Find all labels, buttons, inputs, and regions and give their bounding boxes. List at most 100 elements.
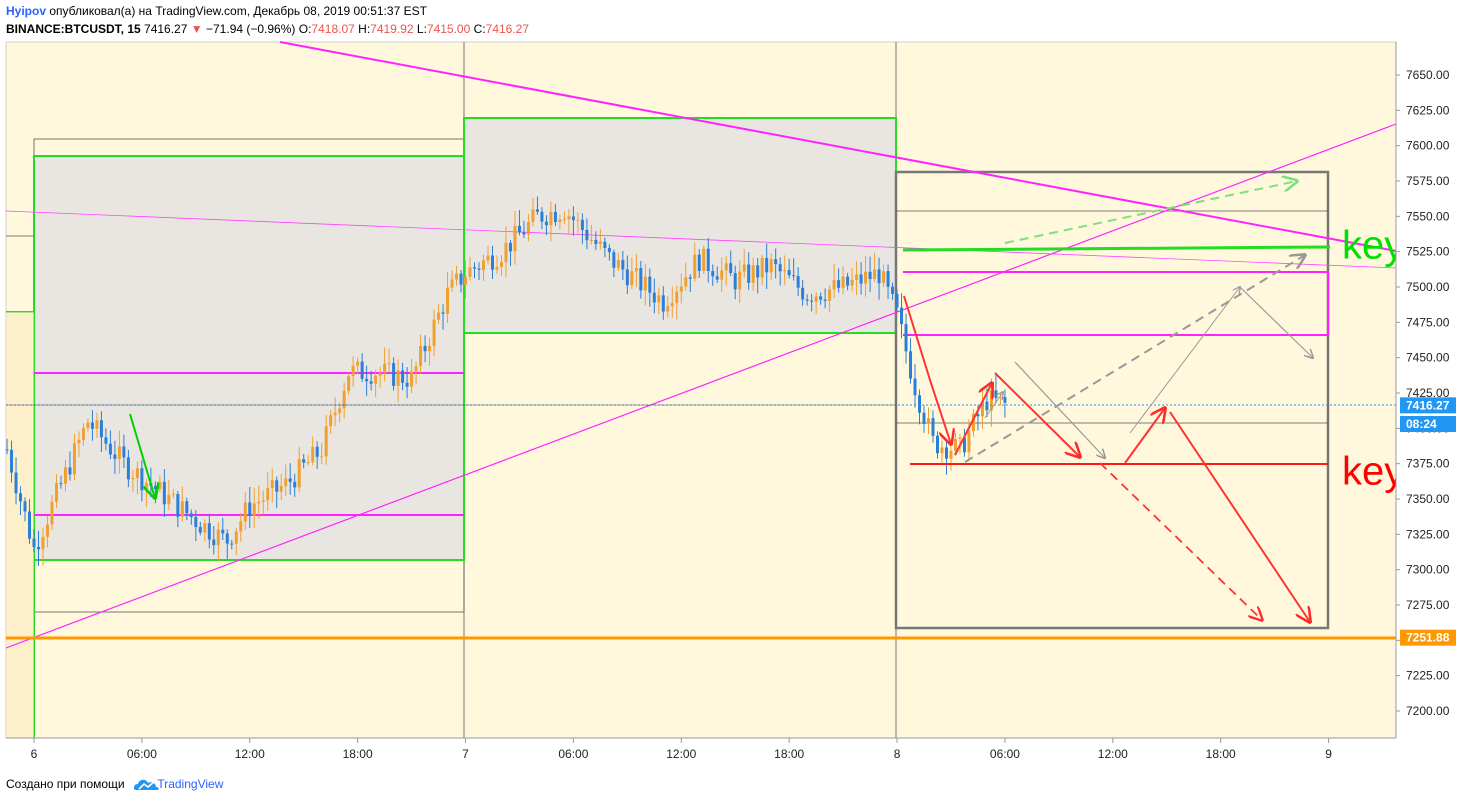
candle: [167, 479, 171, 511]
candle: [23, 497, 27, 522]
candle: [419, 334, 423, 374]
candle: [387, 348, 391, 373]
x-tick-label: 18:00: [1206, 747, 1236, 761]
candle: [661, 286, 665, 320]
publish-info: Hyipov опубликовал(а) на TradingView.com…: [6, 4, 427, 18]
y-tick-label: 7500.00: [1406, 280, 1450, 294]
candle: [108, 430, 112, 460]
candle: [832, 263, 836, 298]
candle: [230, 539, 234, 550]
candle: [729, 250, 733, 277]
candle: [868, 256, 872, 293]
range-box-day-8: [894, 170, 1330, 630]
candle: [14, 457, 18, 505]
candle: [841, 266, 845, 295]
candle: [342, 382, 346, 419]
candle: [446, 271, 450, 323]
candle: [5, 438, 9, 455]
candle: [207, 513, 211, 549]
candle: [549, 201, 553, 242]
last-price: 7416.27: [144, 22, 188, 36]
candle: [297, 447, 301, 493]
price-badge-label: 7416.27: [1406, 398, 1450, 412]
high-value: 7419.92: [370, 22, 414, 36]
candle: [45, 515, 49, 548]
candle: [540, 207, 544, 230]
candle: [513, 211, 517, 265]
candle: [36, 530, 40, 566]
candle: [288, 463, 292, 495]
candle: [59, 475, 63, 489]
y-tick-label: 7300.00: [1406, 563, 1450, 577]
candle: [198, 521, 202, 536]
candle: [459, 270, 463, 293]
y-tick-label: 7425.00: [1406, 386, 1450, 400]
x-axis[interactable]: 6 06:00 12:00 18:00 7 06:00 12:00 18:00 8 06:00 12…: [6, 737, 1396, 761]
candle: [234, 528, 238, 556]
candle: [302, 453, 306, 469]
open-label: O:: [298, 22, 312, 36]
candle: [850, 267, 854, 292]
candle: [594, 231, 598, 250]
x-tick-label: 6: [31, 747, 38, 761]
candle: [823, 288, 827, 309]
candle: [324, 414, 328, 465]
y-tick-label: 7475.00: [1406, 315, 1450, 329]
candle: [383, 347, 387, 382]
y-tick-label: 7625.00: [1406, 103, 1450, 117]
candle: [603, 237, 607, 258]
candle: [131, 469, 135, 492]
candle: [625, 255, 629, 295]
candle: [90, 410, 94, 441]
candle: [257, 485, 261, 519]
candle: [873, 252, 877, 282]
candle: [679, 273, 683, 304]
candle: [675, 285, 679, 320]
thin-trendline: [5, 210, 1397, 269]
candle: [769, 253, 773, 280]
candle: [900, 293, 904, 339]
candle: [473, 262, 477, 279]
candle: [392, 357, 396, 391]
candle: [369, 370, 373, 391]
candle: [261, 490, 265, 515]
author-name[interactable]: Hyipov: [6, 4, 47, 18]
candle: [126, 449, 130, 488]
candle: [891, 282, 895, 300]
candle: [819, 292, 823, 305]
candle: [311, 436, 315, 466]
change-down-arrow-icon: ▼: [190, 22, 203, 36]
x-tick-label: 12:00: [666, 747, 696, 761]
price-badge-label: 7251.88: [1406, 631, 1450, 645]
candle: [634, 253, 638, 288]
candle: [927, 407, 931, 434]
candle: [212, 525, 216, 555]
candle: [122, 434, 126, 469]
candle: [1003, 389, 1007, 418]
candle: [104, 428, 108, 451]
candle: [432, 309, 436, 357]
candle: [724, 256, 728, 286]
range-box-day-7: [463, 117, 897, 334]
candle: [733, 265, 737, 300]
candle: [828, 285, 832, 313]
candle: [95, 412, 99, 438]
tradingview-link[interactable]: TradingView: [157, 777, 224, 791]
candle: [711, 264, 715, 286]
candle: [266, 472, 270, 511]
footer-text: Создано при помощи: [6, 777, 125, 791]
candle: [72, 433, 76, 481]
candle: [580, 213, 584, 244]
y-axis[interactable]: 7650.00 7625.00 7600.00 7575.00 7550.00 7525.…: [1395, 42, 1456, 738]
scenario-arrows: [129, 181, 1313, 622]
y-tick-label: 7575.00: [1406, 174, 1450, 188]
candle: [756, 258, 760, 294]
candle: [630, 257, 634, 290]
candle: [742, 249, 746, 278]
candle: [846, 272, 850, 291]
x-tick-label: 18:00: [774, 747, 804, 761]
candle: [962, 428, 966, 457]
candle: [203, 519, 207, 542]
candle: [216, 522, 220, 562]
